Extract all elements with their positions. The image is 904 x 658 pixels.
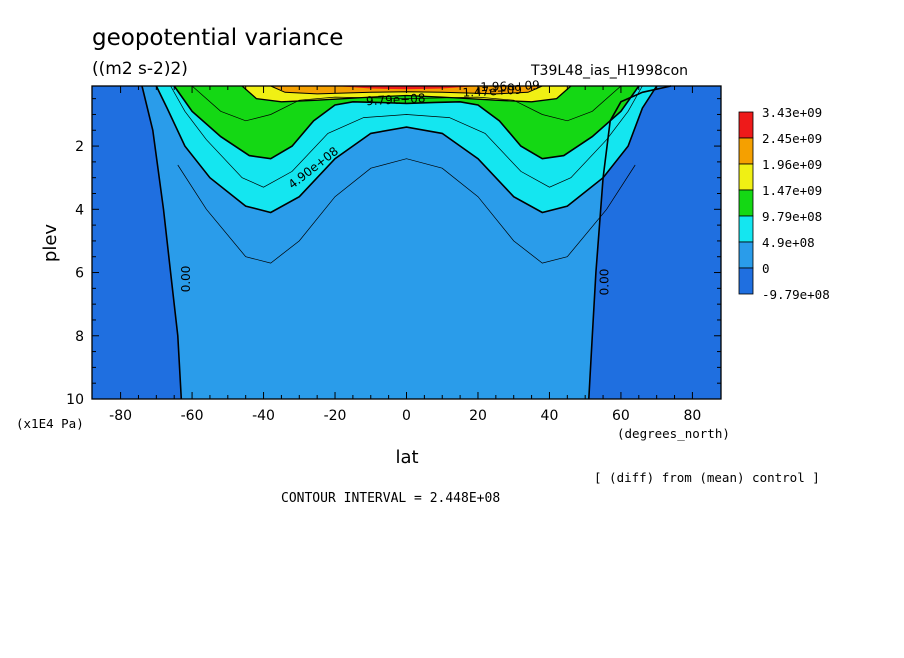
y-tick-label: 10	[66, 392, 84, 408]
x-axis-label: lat	[395, 447, 418, 468]
contour-label: 0.00	[179, 266, 193, 293]
x-tick-label: -80	[109, 408, 132, 424]
colorbar-swatch	[738, 137, 754, 165]
x-tick-label: -40	[252, 408, 275, 424]
axis-ticks	[92, 86, 721, 400]
colorbar-swatch	[738, 163, 754, 191]
contour-line-zero-north	[588, 85, 672, 400]
y-tick-label: 4	[75, 202, 84, 218]
colorbar-swatch	[738, 111, 754, 139]
y-axis-label: plev	[40, 224, 61, 263]
contour-line-1.22e+09	[191, 85, 622, 122]
x-tick-label: 0	[402, 408, 411, 424]
y-tick-label: 2	[75, 139, 84, 155]
colorbar-label: 0	[762, 261, 770, 276]
contour-line-4.90e+08	[155, 85, 658, 214]
y-tick-labels: 2 4 6 8 10	[66, 139, 84, 408]
contour-line-9.79e+08	[173, 85, 640, 160]
x-axis-units: (degrees_north)	[617, 426, 730, 441]
fill-negative-north	[588, 86, 721, 399]
contour-line-1.47e+09	[241, 85, 572, 103]
colorbar-swatch	[738, 215, 754, 243]
chart-title: geopotential variance	[92, 25, 343, 51]
colorbar-label: 4.9e+08	[762, 235, 815, 250]
colorbar-label: 1.47e+09	[762, 183, 822, 198]
colorbar-label: -9.79e+08	[762, 287, 830, 302]
colorbar-label: 3.43e+09	[762, 105, 822, 120]
x-tick-label: -60	[181, 408, 204, 424]
x-tick-labels: -80 -60 -40 -20 0 20 40 60 80	[109, 408, 701, 424]
diff-note: [ (diff) from (mean) control ]	[594, 470, 820, 485]
run-label: T39L48_ias_H1998con	[530, 63, 688, 79]
chart-units: ((m2 s-2)2)	[92, 59, 188, 79]
x-tick-label: -20	[324, 408, 347, 424]
x-tick-label: 60	[612, 408, 630, 424]
y-axis-units: (x1E4 Pa)	[16, 416, 84, 431]
colorbar-label: 2.45e+09	[762, 131, 822, 146]
x-tick-label: 20	[469, 408, 487, 424]
contour-line-zero-south	[141, 85, 183, 400]
colorbar-legend: 3.43e+09 2.45e+09 1.96e+09 1.47e+09 9.79e+08…	[738, 105, 830, 302]
contour-lines	[141, 85, 672, 400]
x-tick-label: 40	[541, 408, 559, 424]
colorbar-swatch	[738, 241, 754, 269]
colorbar-swatch	[738, 189, 754, 217]
contour-interval-label: CONTOUR INTERVAL = 2.448E+08	[281, 491, 500, 506]
contour-line-7.3e+08	[170, 85, 643, 188]
y-tick-label: 6	[75, 266, 84, 282]
fill-negative-south	[92, 86, 182, 399]
y-tick-label: 8	[75, 329, 84, 345]
colorbar-swatch	[738, 267, 754, 295]
contour-line-2.4e+08	[177, 158, 636, 264]
plot-area: 0.00 0.004.90e+089.79e+08 1.47e+091.96e+09	[91, 78, 722, 400]
colorbar-label: 1.96e+09	[762, 157, 822, 172]
contour-label: 0.00	[597, 269, 611, 296]
contour-label: 1.47e+09	[462, 83, 522, 100]
colorbar-label: 9.79e+08	[762, 209, 822, 224]
fill-level-9.79e+08	[174, 86, 639, 159]
x-tick-label: 80	[683, 408, 701, 424]
contour-label: 9.79e+08	[366, 91, 426, 108]
